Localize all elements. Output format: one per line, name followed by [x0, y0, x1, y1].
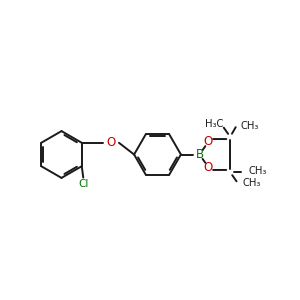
Text: O: O: [107, 136, 116, 149]
Text: H₃C: H₃C: [205, 119, 224, 129]
Text: O: O: [204, 135, 213, 148]
Text: CH₃: CH₃: [241, 121, 259, 131]
Text: CH₃: CH₃: [243, 178, 261, 188]
Text: Cl: Cl: [78, 178, 88, 189]
Text: O: O: [204, 161, 213, 174]
Text: CH₃: CH₃: [249, 166, 267, 176]
Text: B: B: [195, 148, 204, 161]
